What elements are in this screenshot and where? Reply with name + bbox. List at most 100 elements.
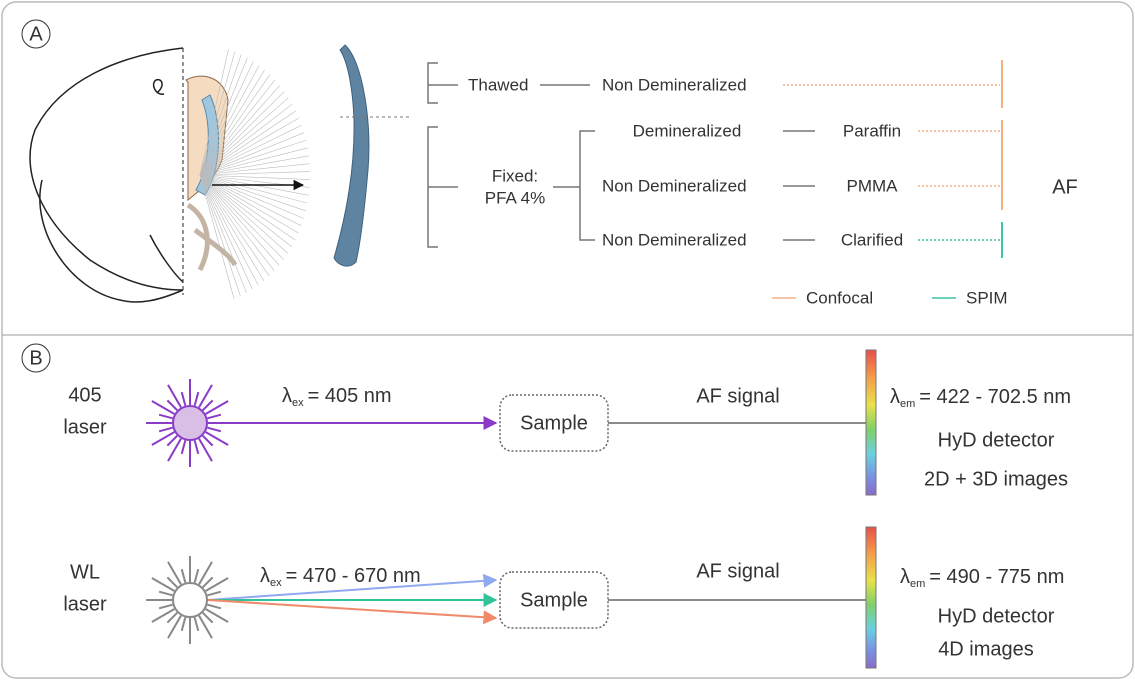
starburst-ray: [158, 413, 173, 420]
starburst-ray: [202, 399, 214, 411]
starburst-ray: [198, 561, 213, 585]
starburst-ray: [207, 413, 222, 420]
source: laser: [63, 593, 107, 615]
starburst-ray: [202, 612, 214, 624]
starburst-ray: [193, 391, 200, 406]
images: 2D + 3D images: [924, 468, 1068, 490]
embedding: Paraffin: [843, 121, 901, 140]
starburst-ray: [180, 617, 187, 632]
method-lines: [783, 84, 1000, 241]
legend-label: Confocal: [806, 288, 873, 307]
panel-label: B: [29, 347, 42, 369]
starburst-ray: [166, 399, 178, 411]
embedding: PMMA: [847, 176, 899, 195]
source: 405: [68, 384, 101, 406]
starburst-ray: [205, 431, 229, 446]
wavelength-part: = 470 - 670 nm: [286, 565, 421, 587]
panel-label-circle: [21, 19, 51, 49]
detector: HyD detector: [938, 429, 1055, 451]
wavelength-part: em: [900, 398, 915, 410]
bone: [333, 44, 370, 267]
excitation-arrow: [207, 599, 498, 625]
starburst-ray: [207, 603, 222, 610]
wavelength-part: ex: [292, 397, 304, 409]
spectrum-bar: [865, 349, 877, 496]
starburst-ray: [167, 615, 182, 639]
starburst-ray: [151, 400, 175, 415]
panel-label-circle: [21, 343, 51, 373]
starburst-ray: [205, 400, 229, 415]
wavelength: λem = 490 - 775 nm: [900, 566, 1064, 590]
starburst-ray: [207, 426, 222, 433]
embedding: Clarified: [841, 230, 903, 249]
starburst-ray: [193, 568, 200, 583]
wavelength-part: = 405 nm: [308, 385, 392, 407]
excitation-arrow: [207, 573, 498, 601]
legend: Confocal SPIM: [772, 288, 1008, 307]
source: laser: [63, 416, 107, 438]
wavelength-part: = 422 - 702.5 nm: [919, 386, 1071, 408]
starburst-ray: [166, 435, 178, 447]
starburst-ray: [198, 384, 213, 408]
starburst-ray: [167, 438, 182, 462]
source: WL: [70, 561, 100, 583]
thawed: Thawed: [468, 75, 528, 94]
starburst-ray: [158, 603, 173, 610]
starburst-ray: [202, 435, 214, 447]
signal: AF signal: [696, 560, 779, 582]
wavelength-part: ex: [270, 577, 282, 589]
treatment: Non Demineralized: [602, 230, 747, 249]
starburst-ray: [151, 431, 175, 446]
fixed: PFA 4%: [485, 188, 545, 207]
starburst-ray: [180, 440, 187, 455]
wavelength: λem = 422 - 702.5 nm: [890, 386, 1071, 410]
wavelength-part: λ: [900, 566, 910, 588]
sample: Sample: [520, 412, 588, 434]
sample-box: [499, 394, 609, 452]
sample-box: [499, 571, 609, 629]
starburst-ray: [167, 561, 182, 585]
starburst-ray: [207, 590, 222, 597]
legend-label: SPIM: [966, 288, 1008, 307]
starburst-ray: [205, 577, 229, 592]
treatment: Non Demineralized: [602, 176, 747, 195]
sample: Sample: [520, 589, 588, 611]
wavelength-part: λ: [890, 386, 900, 408]
starburst-ray: [158, 590, 173, 597]
starburst-ray: [202, 576, 214, 588]
result: AF: [1052, 176, 1078, 198]
starburst-ray: [193, 440, 200, 455]
starburst-ray: [166, 576, 178, 588]
source-disc: [172, 582, 208, 618]
images: 4D images: [938, 638, 1034, 660]
starburst-ray: [180, 568, 187, 583]
starburst-ray: [167, 384, 182, 408]
starburst-ray: [166, 612, 178, 624]
fixed: Fixed:: [492, 166, 538, 185]
signal: AF signal: [696, 385, 779, 407]
starburst-ray: [158, 426, 173, 433]
wavelength-part: = 490 - 775 nm: [929, 566, 1064, 588]
starburst-ray: [205, 608, 229, 623]
starburst-ray: [151, 608, 175, 623]
starburst-ray: [198, 438, 213, 462]
wavelength-part: em: [910, 578, 925, 590]
treatment: Demineralized: [633, 121, 742, 140]
wavelength: λex = 405 nm: [282, 385, 392, 409]
starburst-ray: [193, 617, 200, 632]
panel-label: A: [29, 23, 43, 45]
treatment: Non Demineralized: [602, 75, 747, 94]
source-disc: [172, 405, 208, 441]
starburst-ray: [180, 391, 187, 406]
wavelength-part: λ: [282, 385, 292, 407]
spectrum-bar: [865, 526, 877, 669]
starburst-ray: [198, 615, 213, 639]
tree-lines: [427, 62, 815, 248]
starburst-ray: [151, 577, 175, 592]
wavelength-part: λ: [260, 565, 270, 587]
detector: HyD detector: [938, 605, 1055, 627]
wavelength: λex = 470 - 670 nm: [260, 565, 421, 589]
